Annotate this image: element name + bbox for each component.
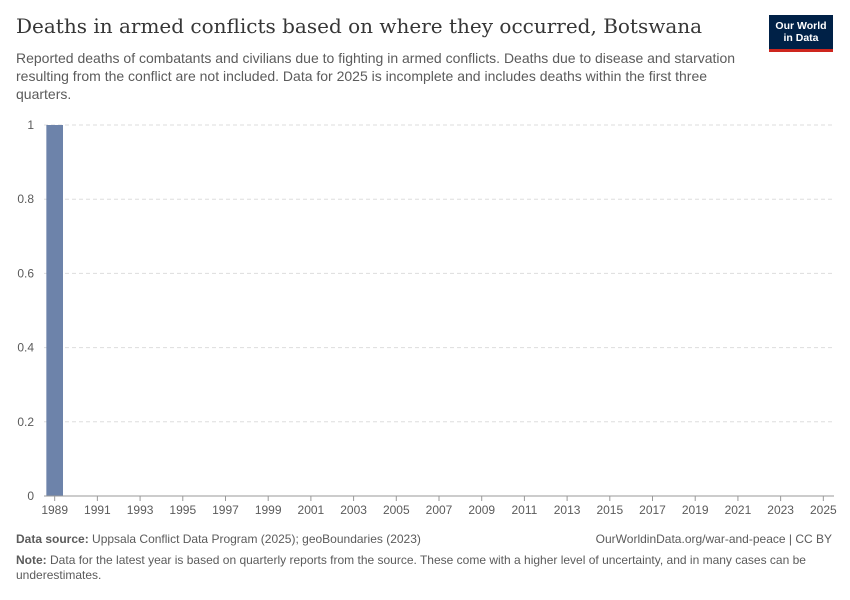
x-tick-label: 2019 — [682, 503, 709, 517]
x-tick-label: 1995 — [169, 503, 196, 517]
data-source: Data source: Uppsala Conflict Data Progr… — [16, 532, 421, 546]
x-tick-label: 2011 — [511, 503, 537, 517]
x-tick-label: 1999 — [255, 503, 282, 517]
x-tick-label: 1989 — [41, 503, 68, 517]
x-tick-label: 2003 — [340, 503, 367, 517]
y-tick-label: 0.4 — [17, 341, 34, 355]
owid-logo[interactable]: Our World in Data — [769, 15, 833, 52]
x-tick-label: 2015 — [596, 503, 623, 517]
source-text[interactable]: Uppsala Conflict Data Program (2025); ge… — [92, 532, 421, 546]
y-tick-label: 0.8 — [17, 192, 34, 206]
x-tick-label: 1993 — [127, 503, 154, 517]
source-url[interactable]: OurWorldinData.org/war-and-peace | CC BY — [595, 532, 832, 546]
chart-note: Note: Data for the latest year is based … — [16, 553, 834, 583]
x-tick-label: 2013 — [554, 503, 581, 517]
x-tick-label: 2023 — [767, 503, 794, 517]
logo-line-1: Our World — [775, 20, 827, 32]
y-tick-label: 0 — [27, 489, 34, 503]
logo-line-2: in Data — [783, 32, 819, 44]
y-tick-label: 0.6 — [17, 266, 34, 280]
x-tick-label: 2005 — [383, 503, 410, 517]
x-tick-label: 2007 — [426, 503, 453, 517]
note-label: Note: — [16, 553, 47, 567]
y-tick-label: 0.2 — [17, 415, 34, 429]
note-text: Data for the latest year is based on qua… — [16, 553, 806, 582]
x-tick-label: 1991 — [84, 503, 111, 517]
x-tick-label: 2021 — [725, 503, 752, 517]
x-tick-label: 2017 — [639, 503, 666, 517]
chart-title: Deaths in armed conflicts based on where… — [16, 14, 703, 38]
x-tick-label: 2001 — [298, 503, 325, 517]
x-tick-label: 1997 — [212, 503, 239, 517]
bar[interactable] — [46, 125, 64, 496]
x-tick-label: 2025 — [810, 503, 837, 517]
chart-subtitle: Reported deaths of combatants and civili… — [16, 50, 736, 102]
x-tick-label: 2009 — [468, 503, 495, 517]
source-label: Data source: — [16, 532, 89, 546]
y-tick-label: 1 — [27, 118, 34, 132]
